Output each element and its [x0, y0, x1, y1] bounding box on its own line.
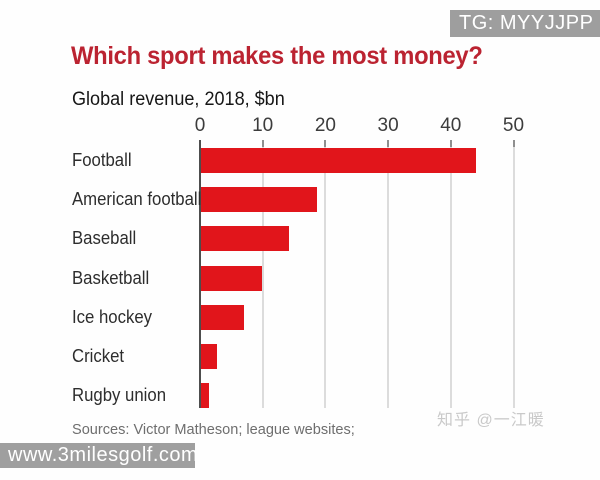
- x-tickmark-20: [324, 140, 327, 147]
- site-watermark-text: www.3milesgolf.com: [8, 444, 199, 466]
- x-tickmark-10: [261, 140, 264, 147]
- bar-cricket: [201, 344, 218, 369]
- category-label-ice-hockey: Ice hockey: [72, 306, 153, 327]
- bar-american-football: [201, 187, 317, 213]
- category-label-basketball: Basketball: [72, 267, 150, 288]
- x-tickmark-40: [449, 140, 452, 147]
- x-tick-label-40: 40: [440, 115, 462, 136]
- site-watermark: www.3milesgolf.com: [0, 443, 199, 468]
- x-tick-label-20: 20: [314, 115, 336, 136]
- x-tick-label-0: 0: [194, 115, 206, 136]
- y-axis-line: [199, 140, 201, 408]
- category-label-rugby-union: Rugby union: [72, 385, 167, 406]
- gridline-10: [261, 140, 264, 408]
- gridline-30: [387, 140, 390, 408]
- x-tick-label-30: 30: [377, 115, 399, 136]
- zhihu-watermark: 知乎 @一江暖: [437, 412, 545, 429]
- gridline-50: [512, 140, 515, 408]
- category-label-cricket: Cricket: [72, 346, 125, 366]
- category-label-football: Football: [72, 150, 132, 170]
- chart-subtitle: Global revenue, 2018, $bn: [72, 89, 285, 110]
- gridline-20: [324, 140, 327, 408]
- bar-ice-hockey: [201, 304, 245, 330]
- category-label-baseball: Baseball: [72, 228, 137, 249]
- sources-note: Sources: Victor Matheson; league website…: [72, 421, 355, 438]
- x-tickmark-30: [387, 140, 390, 147]
- bar-football: [201, 148, 476, 173]
- tg-badge-text: TG: MYYJJPP: [459, 12, 594, 34]
- x-tick-label-10: 10: [252, 115, 274, 136]
- x-tick-label-50: 50: [502, 115, 525, 136]
- category-label-american-football: American football: [72, 189, 202, 210]
- gridline-40: [449, 140, 452, 408]
- bar-baseball: [201, 226, 289, 252]
- chart-title: Which sport makes the most money?: [71, 42, 483, 70]
- bar-basketball: [201, 265, 262, 291]
- bar-rugby-union: [201, 383, 210, 409]
- x-tickmark-50: [512, 140, 515, 147]
- tg-badge: TG: MYYJJPP: [450, 10, 600, 37]
